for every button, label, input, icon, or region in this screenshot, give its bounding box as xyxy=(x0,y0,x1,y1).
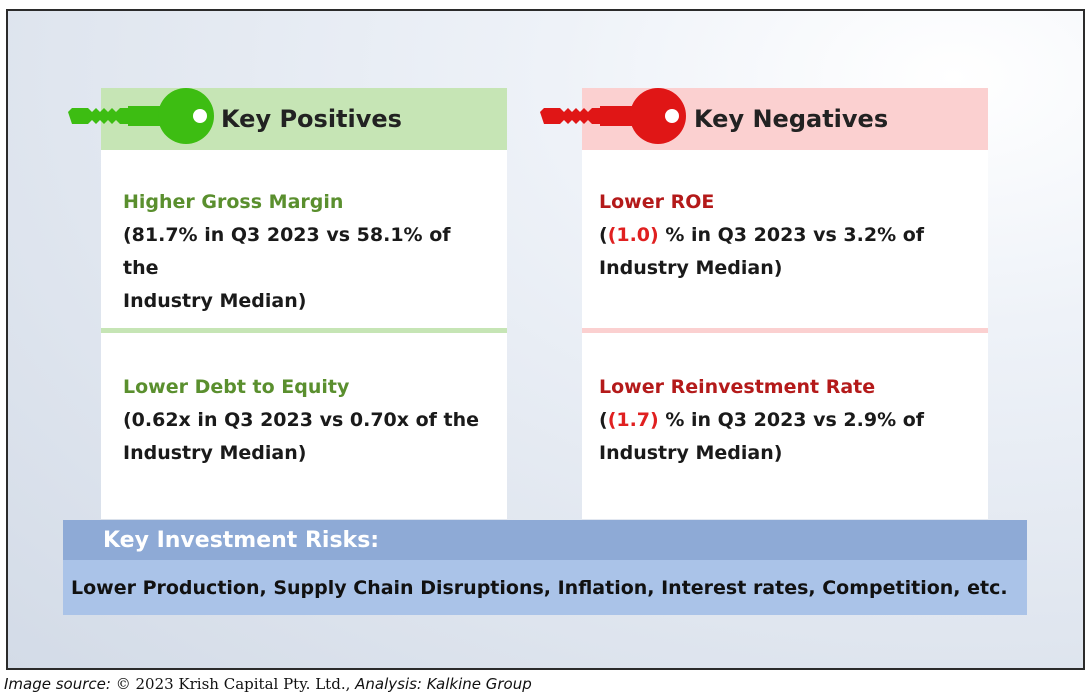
positive-item-line2: Industry Median) xyxy=(123,442,307,464)
negative-item-line1: ((1.0) % in Q3 2023 vs 3.2% of xyxy=(599,219,966,252)
source-label: Image source: xyxy=(4,675,116,693)
positive-item-line2: Industry Median) xyxy=(123,290,307,312)
negative-item-rest: % in Q3 2023 vs 2.9% of xyxy=(658,409,925,431)
green-key-icon xyxy=(68,88,214,144)
risks-header-title: Key Investment Risks: xyxy=(103,527,380,553)
positive-card-gross-margin: Higher Gross Margin (81.7% in Q3 2023 vs… xyxy=(101,150,507,328)
source-analysis: Analysis: Kalkine Group xyxy=(350,675,532,693)
positive-divider xyxy=(101,328,507,333)
negative-item-title: Lower ROE xyxy=(599,191,715,213)
risks-header: Key Investment Risks: xyxy=(63,520,1027,560)
negative-item-rest: % in Q3 2023 vs 3.2% of xyxy=(658,224,925,246)
source-copyright: © 2023 Krish Capital Pty. Ltd., xyxy=(115,675,351,693)
negative-item-line1: ((1.7) % in Q3 2023 vs 2.9% of xyxy=(599,404,966,437)
positive-item-title: Lower Debt to Equity xyxy=(123,376,350,398)
negative-card-reinvestment: Lower Reinvestment Rate ((1.7) % in Q3 2… xyxy=(582,333,988,519)
red-key-icon xyxy=(540,88,686,144)
negatives-header-title: Key Negatives xyxy=(694,105,889,133)
positive-card-debt-equity: Lower Debt to Equity (0.62x in Q3 2023 v… xyxy=(101,333,507,519)
negative-item-line2: Industry Median) xyxy=(599,442,783,464)
negative-item-title: Lower Reinvestment Rate xyxy=(599,376,876,398)
positives-header-title: Key Positives xyxy=(221,105,402,133)
risks-body: Lower Production, Supply Chain Disruptio… xyxy=(63,560,1027,615)
risks-text: Lower Production, Supply Chain Disruptio… xyxy=(71,576,1008,599)
negative-item-value: (1.7) xyxy=(607,409,659,431)
negative-item-line2: Industry Median) xyxy=(599,257,783,279)
negative-card-roe: Lower ROE ((1.0) % in Q3 2023 vs 3.2% of… xyxy=(582,150,988,328)
negative-divider xyxy=(582,328,988,333)
negative-item-value: (1.0) xyxy=(607,224,659,246)
negative-item-prefix: ( xyxy=(599,409,608,431)
positive-item-line1: (81.7% in Q3 2023 vs 58.1% of the xyxy=(123,224,451,279)
positive-item-line1: (0.62x in Q3 2023 vs 0.70x of the xyxy=(123,409,480,431)
image-source-caption: Image source: © 2023 Krish Capital Pty. … xyxy=(4,675,532,693)
positive-item-title: Higher Gross Margin xyxy=(123,191,344,213)
negative-item-prefix: ( xyxy=(599,224,608,246)
